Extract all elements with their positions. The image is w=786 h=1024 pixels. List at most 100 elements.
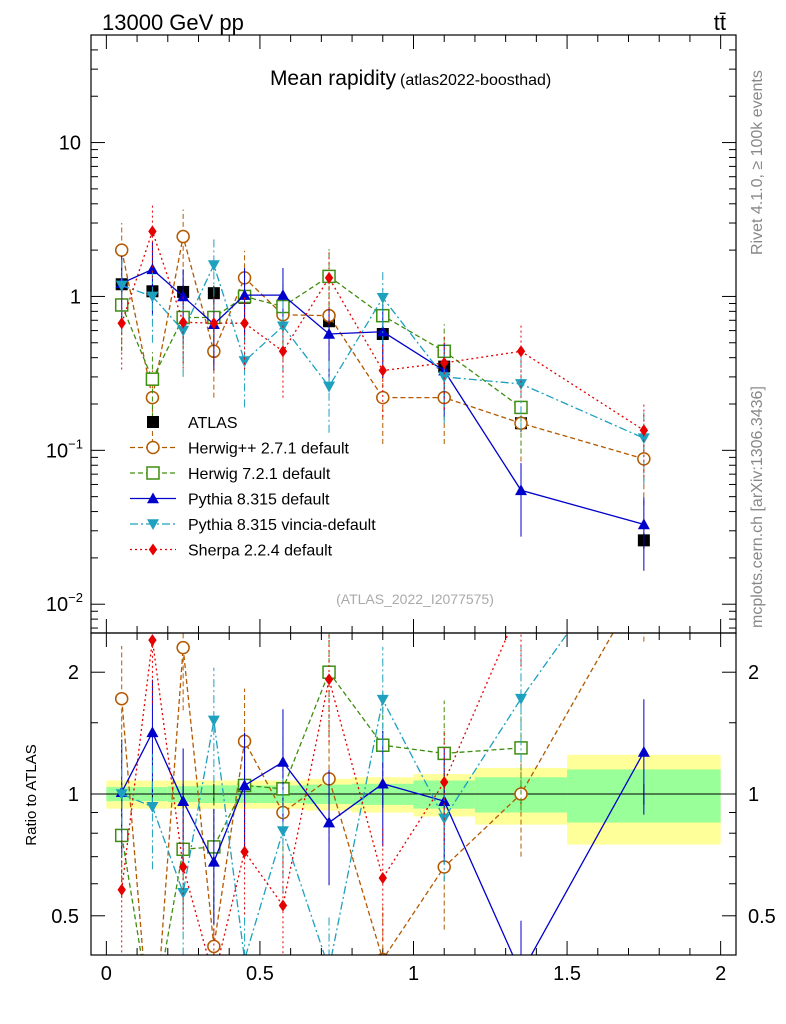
ratio-series-1 — [114, 633, 528, 955]
data-point — [440, 356, 449, 369]
ratio-point — [276, 755, 289, 767]
ratio-point — [146, 726, 159, 738]
y-tick-label: 1 — [70, 286, 81, 308]
ratio-point — [515, 693, 527, 705]
ratio-point — [117, 883, 126, 896]
ratio-point — [376, 694, 389, 706]
data-point — [516, 345, 526, 358]
data-point — [207, 260, 220, 272]
ratio-tick-label-right: 2 — [748, 662, 759, 684]
y-tick-label: 10−1 — [46, 436, 83, 462]
legend-marker — [148, 543, 158, 556]
ratio-point — [637, 746, 650, 757]
legend-item-0: ATLAS — [147, 415, 238, 432]
ratio-tick-label-left: 1 — [68, 784, 79, 806]
legend-label: Pythia 8.315 default — [188, 492, 330, 509]
ratio-plot-frame — [90, 632, 737, 956]
y-tick-label: 10−2 — [46, 590, 83, 616]
x-tick-label: 0 — [101, 963, 112, 985]
legend-marker — [147, 519, 159, 530]
data-point — [148, 225, 157, 238]
ratio-point — [146, 801, 159, 813]
legend-marker — [147, 416, 159, 428]
series-line-4 — [121, 263, 645, 439]
ratio-line — [121, 670, 522, 955]
ratio-point — [207, 939, 221, 954]
data-point — [117, 317, 126, 330]
legend-marker — [146, 440, 160, 455]
data-point — [238, 289, 251, 300]
x-tick-label: 1.5 — [553, 963, 581, 985]
legend-marker — [147, 492, 159, 504]
data-point — [323, 381, 336, 393]
ratio-tick-label-right: 0.5 — [748, 906, 776, 928]
data-point — [146, 291, 159, 303]
ratio-point — [376, 777, 389, 789]
data-point — [515, 379, 527, 390]
legend: ATLAS Herwig++ 2.7.1 default Herwig 7.2.1 … — [130, 415, 376, 560]
legend-label: Sherpa 2.2.4 default — [188, 543, 333, 560]
series-4 — [115, 237, 650, 485]
legend-label: ATLAS — [188, 415, 238, 432]
data-point — [177, 325, 190, 337]
ratio-series-2 — [115, 679, 650, 979]
ratio-tick-label-right: 1 — [748, 784, 759, 806]
ratio-axis-label: Ratio to ATLAS — [23, 744, 40, 845]
legend-item-4: Pythia 8.315 vincia-default — [130, 517, 376, 534]
ratio-point — [323, 816, 336, 828]
main-plot: 10 1 10−1 10−2 — [46, 34, 736, 955]
process-label: tt̄ — [714, 10, 726, 35]
ratio-point — [207, 855, 220, 867]
legend-label: Herwig++ 2.7.1 default — [188, 441, 350, 458]
ratio-point — [638, 573, 650, 585]
data-point — [639, 424, 649, 437]
legend-item-2: Herwig 7.2.1 default — [130, 466, 331, 483]
data-point — [178, 316, 188, 329]
rivet-version-label: Rivet 4.1.0, ≥ 100k events — [749, 70, 766, 255]
series-2 — [114, 249, 528, 454]
series-line-2 — [121, 275, 522, 408]
data-point — [376, 325, 389, 337]
ratio-point — [378, 871, 387, 884]
data-point — [323, 328, 336, 339]
data-point — [276, 289, 289, 300]
ratio-point — [323, 964, 335, 975]
data-point — [209, 317, 219, 330]
series-5 — [117, 204, 649, 477]
data-point — [146, 263, 159, 275]
ratio-point — [148, 634, 157, 647]
ratio-point — [177, 795, 190, 806]
legend-marker — [146, 466, 160, 480]
data-point — [177, 290, 190, 302]
data-point — [637, 433, 650, 445]
ratio-tick-label-left: 2 — [68, 662, 79, 684]
data-point — [515, 484, 527, 496]
data-point — [278, 345, 288, 358]
ratio-tick-label-left: 0.5 — [51, 906, 79, 928]
y-tick-label: 10 — [59, 133, 81, 155]
data-point — [115, 280, 128, 292]
data-point — [240, 317, 249, 330]
data-point — [324, 271, 334, 284]
ratio-point — [178, 861, 188, 874]
legend-item-5: Sherpa 2.2.4 default — [130, 543, 333, 560]
ratio-point — [440, 776, 449, 789]
ratio-point — [207, 715, 220, 727]
data-point — [176, 229, 190, 244]
ratio-point — [276, 826, 289, 838]
legend-label: Pythia 8.315 vincia-default — [188, 517, 376, 534]
analysis-watermark: (ATLAS_2022_I2077575) — [336, 591, 494, 607]
ratio-point — [240, 845, 249, 858]
data-point — [637, 518, 650, 530]
data-point — [114, 243, 129, 257]
ratio-point — [515, 968, 527, 979]
ratio-point — [176, 640, 190, 655]
data-point — [376, 292, 389, 304]
chart-title: Mean rapidity — [270, 67, 397, 90]
mcplots-source-label: mcplots.cern.ch [arXiv:1306.3436] — [749, 386, 766, 628]
ratio-plot: 0.5 0.5 1 1 2 2 0 0.5 1 1.5 2 — [51, 573, 776, 985]
data-point — [238, 356, 251, 368]
ratio-point — [324, 673, 334, 686]
ratio-point — [238, 779, 251, 791]
ratio-point — [278, 899, 288, 912]
